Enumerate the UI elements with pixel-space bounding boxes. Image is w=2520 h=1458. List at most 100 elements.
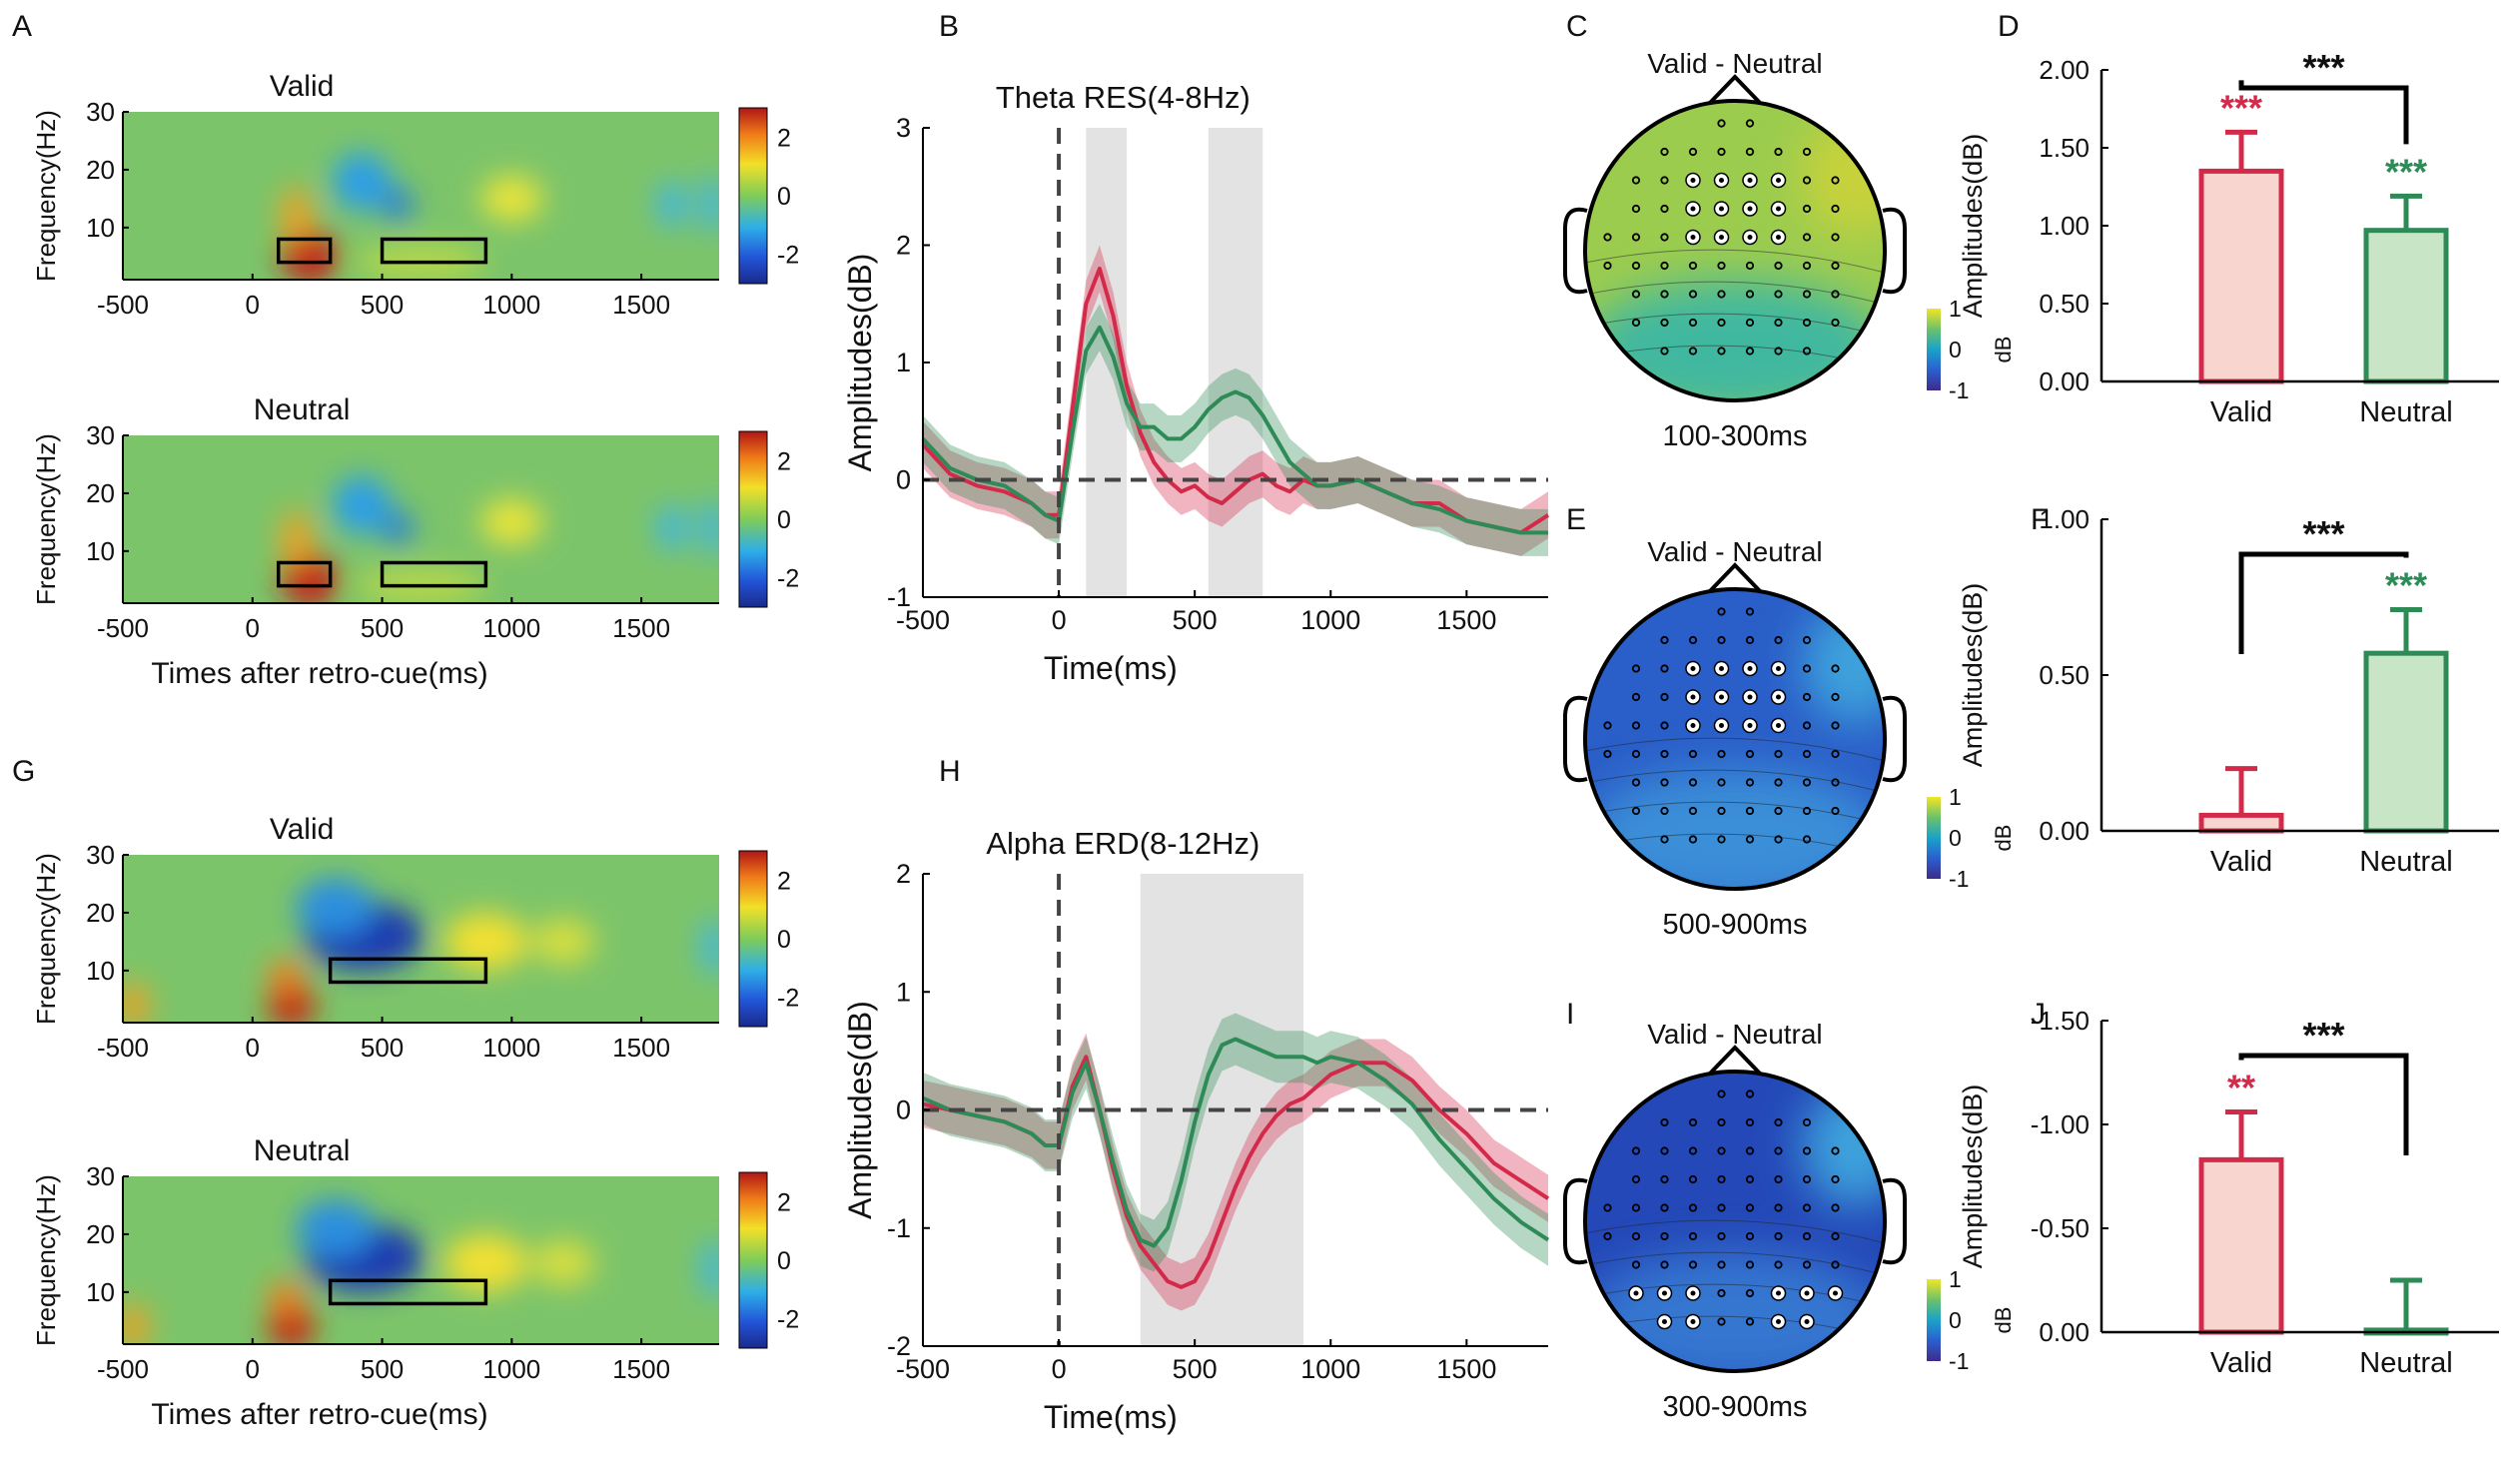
y-axis-label: Amplitudes(dB) [1958,583,1988,768]
electrode [1831,1231,1840,1241]
electrode [1774,347,1783,356]
electrode-dot [1747,694,1753,700]
electrode [1688,1203,1698,1212]
colorbar-tick-label: -2 [777,565,799,593]
x-tick-label: 1000 [1300,1354,1360,1384]
colorbar-tick-label: 1 [1949,1266,1962,1292]
electrode [1603,261,1612,271]
series-ribbon-valid [923,1033,1548,1311]
electrode [1774,318,1783,328]
electrode [1717,261,1726,271]
electrode [1660,806,1669,816]
electrode [1688,147,1698,157]
topomap-window: 100-300ms [1662,420,1807,452]
electrode [1688,1260,1698,1269]
electrode-dot [1690,235,1696,240]
topomap-300-900ms: Valid - Neutral 300-900ms 1 0 -1 dB [1563,1019,2016,1423]
bar-neutral [2363,228,2449,384]
electrode [1631,233,1641,242]
y-axis-label: Frequency(Hz) [31,110,61,282]
electrode [1774,261,1783,271]
heatmap-blob [656,504,688,551]
roi-box [328,957,488,985]
electrode [1745,749,1755,759]
electrode [1745,1174,1755,1184]
electrode [1660,347,1669,356]
significance-marker: *** [2385,564,2427,605]
electrode [1631,1231,1641,1241]
roi-box [276,560,333,588]
topomap-500-900ms: Valid - Neutral 500-900ms 1 0 -1 dB [1563,536,2016,941]
topomap-100-300ms: Valid - Neutral 100-300ms 1 0 -1 dB [1563,48,2016,452]
x-tick-label: 500 [361,1354,404,1384]
heatmap-blob [700,175,719,234]
bar-chart-2-2: Valid ** Neutral *** -1.50 -1.00 -0.50 0.00 Ampl… [1958,1006,2499,1379]
colorbar-unit: dB [1991,825,2016,852]
y-tick-label: -1 [887,1213,911,1243]
topo-blob [1585,769,1885,889]
y-tick-label: 10 [86,213,115,243]
colorbar-tick-label: 2 [777,124,791,152]
electrode-dot [1719,206,1724,212]
head-ear-right [1882,695,1907,783]
colorbar-unit: dB [1991,1307,2016,1334]
electrode [1774,635,1783,645]
x-tick-label: 0 [246,1354,260,1384]
electrode [1745,806,1755,816]
electrode [1660,1117,1669,1127]
comparison-bracket [2238,80,2409,145]
x-tick-label: 1500 [612,1033,670,1063]
heatmap-blob [382,187,414,223]
colorbar-tick-label: -2 [777,1306,799,1334]
electrode [1717,1203,1726,1212]
heatmap-blob [700,498,719,557]
electrode [1802,176,1812,185]
heatmap-blob [532,918,595,966]
electrode [1660,692,1669,702]
colorbar-tick-label: -1 [1949,1348,1969,1374]
electrode [1631,721,1641,730]
electrode [1717,1146,1726,1155]
electrode [1717,607,1726,616]
x-tick-label: Valid [2210,846,2272,878]
electrode [1660,290,1669,299]
electrode [1774,1146,1783,1155]
electrode [1631,261,1641,271]
electrode [1745,1288,1755,1298]
electrode [1660,664,1669,673]
heatmap-blob [333,475,391,534]
electrode [1660,233,1669,242]
colorbar-tick-label: -2 [777,242,799,270]
electrode [1660,749,1669,759]
topo-contour [1585,1251,1885,1276]
y-tick-label: 0.00 [2039,816,2090,846]
electrode [1688,635,1698,645]
electrode-dot [1776,694,1781,700]
electrode [1831,1174,1840,1184]
roi-box [380,237,488,265]
electrode [1802,1117,1812,1127]
x-tick-label: 1000 [1300,605,1360,635]
colorbar-tick-label: -1 [1949,866,1969,892]
x-tick-label: -500 [97,613,149,643]
colorbar-tick-label: 0 [777,506,791,534]
electrode [1717,1117,1726,1127]
colorbar [1927,1279,1941,1361]
electrode [1660,721,1669,730]
electrode [1717,778,1726,787]
head-ear-right [1882,207,1907,295]
heatmap-blob [123,982,149,1023]
electrode [1688,806,1698,816]
y-tick-label: 0.00 [2039,1317,2090,1347]
y-tick-label: 30 [86,840,115,870]
head-ear-left [1563,207,1588,295]
y-axis-label: Frequency(Hz) [31,1174,61,1346]
y-tick-label: 20 [86,898,115,928]
x-tick-label: -500 [97,1033,149,1063]
electrode [1631,290,1641,299]
head-ear-left [1563,1177,1588,1265]
electrode [1717,1090,1726,1098]
heatmap-blob [333,152,391,211]
roi-box [380,560,488,588]
y-tick-label: -2 [887,1331,911,1361]
